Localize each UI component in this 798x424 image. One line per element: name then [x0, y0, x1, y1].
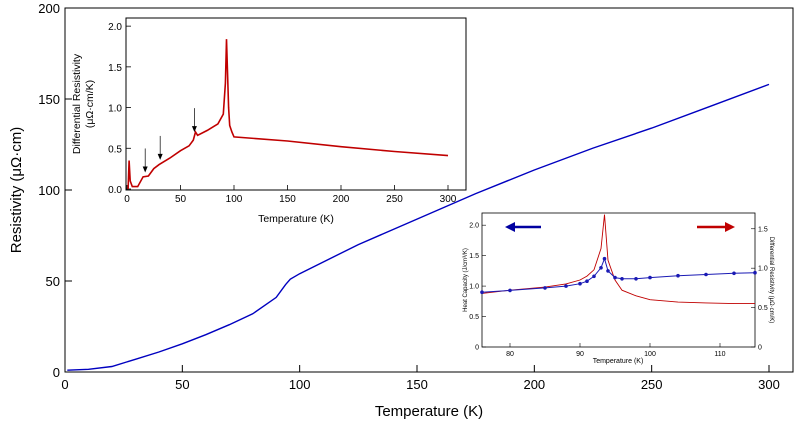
inset1-y-tick-label: 2.0	[108, 22, 122, 33]
main-plot: 0 50 100 150 200 250 300 0 50 100 150 200 Temperat…	[8, 1, 794, 420]
main-x-tick-label: 200	[523, 377, 545, 392]
heat-capacity-point	[613, 275, 617, 280]
inset1-x-axis: 0 50 100 150 200 250 300	[124, 185, 457, 205]
main-x-axis-title: Temperature (K)	[375, 403, 483, 420]
transition-arrow-head	[142, 166, 148, 173]
differential-resistivity-series-line	[127, 39, 449, 190]
inset1-y-tick-label: 1.5	[108, 63, 122, 74]
inset2-x-axis: 80 90 100 110	[506, 343, 726, 358]
inset2-right-axis-title: Differential Resistivity (μΩ·cm/K)	[768, 237, 774, 324]
inset1-x-tick-label: 0	[124, 194, 130, 205]
inset1-x-tick-label: 200	[333, 194, 350, 205]
inset1-y-tick-label: 0.5	[108, 144, 122, 155]
inset2-differential-resistivity-line	[481, 214, 755, 305]
inset1-transition-arrows	[142, 108, 197, 173]
heat-capacity-point	[634, 277, 638, 281]
inset2-x-axis-title: Temperature (K)	[593, 358, 644, 365]
inset-heat-capacity: 80 90 100 110 0 0.5 1.0 1.5 2.0 0 0.5 1.0 1.5 Temp…	[463, 212, 774, 365]
inset2-right-y-axis: 0 0.5 1.0 1.5	[751, 226, 768, 352]
inset1-y-axis-units: (μΩ·cm/K)	[84, 80, 96, 128]
main-x-tick-label: 0	[61, 377, 68, 392]
main-x-tick-label: 300	[758, 377, 780, 392]
heat-capacity-point	[602, 256, 607, 261]
heat-capacity-point	[676, 273, 680, 278]
heat-capacity-point	[592, 274, 596, 279]
heat-capacity-point	[543, 286, 547, 290]
inset1-y-tick-label: 0.0	[108, 185, 122, 196]
main-y-tick-label: 0	[53, 365, 60, 380]
main-x-tick-label: 250	[641, 377, 663, 392]
inset1-x-tick-label: 300	[440, 194, 457, 205]
inset2-left-tick-label: 1.0	[469, 284, 479, 291]
heat-capacity-point	[480, 290, 484, 295]
inset2-right-tick-label: 1.0	[758, 266, 768, 273]
inset2-left-tick-label: 0.5	[469, 314, 479, 321]
inset1-x-axis-title: Temperature (K)	[258, 213, 334, 225]
inset2-x-tick-label: 90	[576, 351, 584, 358]
main-x-tick-label: 50	[175, 377, 189, 392]
main-x-tick-label: 100	[289, 377, 311, 392]
heat-capacity-point	[564, 284, 568, 288]
inset1-x-tick-label: 150	[279, 194, 296, 205]
inset1-y-tick-label: 1.0	[108, 104, 122, 115]
heat-capacity-point	[704, 272, 708, 277]
heat-capacity-point	[753, 270, 757, 275]
main-x-axis: 0 50 100 150 200 250 300	[61, 365, 780, 392]
heat-capacity-point	[578, 281, 582, 286]
inset2-right-tick-label: 0	[758, 345, 762, 352]
main-y-axis-title: Resistivity (μΩ·cm)	[8, 127, 25, 254]
heat-capacity-point	[620, 277, 624, 281]
main-y-tick-label: 200	[38, 1, 60, 16]
main-x-tick-label: 150	[406, 377, 428, 392]
left-axis-arrow	[505, 222, 541, 232]
main-y-tick-label: 100	[38, 183, 60, 198]
inset2-right-tick-label: 1.5	[758, 226, 768, 233]
main-y-axis: 0 50 100 150 200	[38, 1, 72, 380]
inset2-x-tick-label: 110	[714, 351, 725, 358]
inset2-right-tick-label: 0.5	[758, 305, 768, 312]
resistivity-series-line	[67, 83, 770, 371]
right-axis-arrow	[697, 222, 735, 232]
transition-arrow-head	[157, 153, 163, 160]
inset1-x-tick-label: 250	[386, 194, 403, 205]
inset2-heat-capacity-points	[480, 256, 757, 295]
inset2-left-tick-label: 1.5	[469, 253, 479, 260]
inset2-frame	[481, 212, 756, 348]
inset1-frame	[125, 17, 467, 191]
inset2-left-axis-title: Heat Capacity (J/cm³/K)	[463, 248, 469, 312]
inset2-heat-capacity-line	[481, 257, 756, 293]
main-y-tick-label: 50	[46, 274, 60, 289]
inset2-left-tick-label: 2.0	[469, 223, 479, 230]
inset-differential-resistivity: 0 50 100 150 200 250 300 0.0 0.5 1.0 1.5 2.0 Tempe…	[71, 17, 467, 225]
inset2-left-y-axis: 0 0.5 1.0 1.5 2.0	[469, 223, 486, 352]
heat-capacity-point	[585, 279, 589, 284]
inset1-x-tick-label: 50	[175, 194, 187, 205]
heat-capacity-point	[599, 266, 603, 270]
inset2-x-tick-label: 80	[506, 351, 514, 358]
heat-capacity-point	[508, 288, 512, 293]
transition-arrow-head	[191, 126, 197, 133]
inset2-left-tick-label: 0	[475, 345, 479, 352]
heat-capacity-point	[606, 269, 610, 273]
inset1-x-tick-label: 100	[226, 194, 243, 205]
inset2-x-tick-label: 100	[644, 351, 656, 358]
inset1-y-axis-title: Differential Resistivity	[71, 53, 83, 154]
main-y-tick-label: 150	[38, 92, 60, 107]
heat-capacity-point	[732, 271, 736, 276]
heat-capacity-point	[648, 275, 652, 280]
